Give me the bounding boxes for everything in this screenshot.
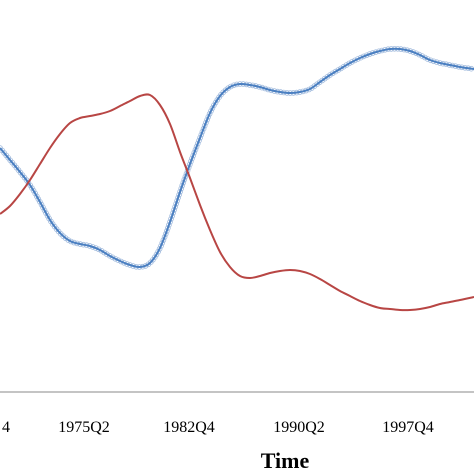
series-1-marker <box>349 59 355 65</box>
series-1-marker <box>352 57 358 64</box>
series-1-marker <box>208 108 214 114</box>
x-axis-ticks: 4 1975Q2 1982Q4 1990Q2 1997Q4 <box>2 419 434 436</box>
series-1-marker <box>209 105 216 111</box>
series-1-marker <box>104 251 110 258</box>
x-tick-label: 1975Q2 <box>58 419 110 436</box>
series-1-marker <box>422 54 428 61</box>
series-1-marker <box>155 248 161 255</box>
series-1-marker <box>65 237 71 243</box>
series-1-marker <box>340 63 347 70</box>
series-1-marker <box>112 255 119 262</box>
series-1-marker <box>329 70 336 77</box>
series-1-marker <box>346 60 353 67</box>
series-1-marker <box>419 53 425 59</box>
series-1-marker <box>40 204 46 211</box>
series-1-marker <box>30 187 37 194</box>
series-1-marker <box>33 193 40 200</box>
x-tick-label: 1990Q2 <box>273 419 325 436</box>
series-1-marker <box>343 62 350 68</box>
series-1-marker <box>109 254 116 261</box>
x-axis-title: Time <box>261 448 310 473</box>
x-tick-label: 4 <box>2 419 10 436</box>
series-1-line <box>0 47 474 269</box>
series-1-marker <box>35 196 42 202</box>
series-1-marker <box>41 207 48 214</box>
series-1-marker <box>32 190 38 197</box>
series-1-marker <box>37 199 43 205</box>
series-2-line <box>0 93 474 312</box>
plot-area <box>0 45 474 312</box>
series-1-marker <box>156 246 163 252</box>
series-1-marker <box>43 210 49 216</box>
series-1-marker <box>44 213 51 219</box>
x-tick-label: 1982Q4 <box>163 419 215 436</box>
series-1-marker <box>38 201 45 208</box>
series-1-marker <box>106 253 113 259</box>
x-tick-label: 1997Q4 <box>382 419 434 436</box>
series-1-marker <box>335 67 342 73</box>
series-1-marker <box>332 68 339 75</box>
series-1-marker <box>153 251 160 258</box>
